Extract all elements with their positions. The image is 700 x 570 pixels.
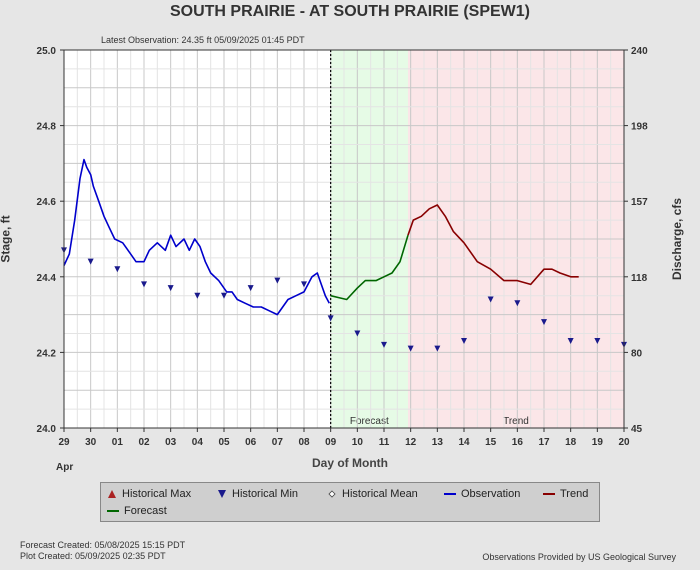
x-tick-label: 15 bbox=[485, 437, 497, 448]
x-tick-label: 10 bbox=[352, 437, 364, 448]
x-tick-label: 02 bbox=[138, 437, 150, 448]
historical-min-point bbox=[434, 345, 441, 352]
historical-min-point bbox=[327, 315, 334, 322]
y2-tick-label: 45 bbox=[631, 424, 643, 435]
historical-min-point bbox=[141, 281, 147, 288]
y2-tick-label: 80 bbox=[631, 348, 643, 359]
x-tick-label: 01 bbox=[112, 437, 124, 448]
x-tick-label: 18 bbox=[565, 437, 577, 448]
historical-min-point bbox=[567, 338, 574, 345]
region-label: Forecast bbox=[350, 416, 389, 427]
historical-min-point bbox=[354, 330, 361, 337]
x-tick-label: 19 bbox=[592, 437, 604, 448]
y-tick-label: 24.0 bbox=[37, 424, 57, 435]
triangle-down-icon bbox=[218, 490, 226, 498]
historical-min-point bbox=[247, 285, 254, 292]
y2-tick-label: 118 bbox=[631, 273, 648, 284]
x-tick-label: 17 bbox=[538, 437, 550, 448]
historical-min-point bbox=[221, 292, 227, 299]
historical-min-point bbox=[381, 341, 387, 348]
x-tick-label: 05 bbox=[218, 437, 230, 448]
historical-min-point bbox=[194, 292, 201, 299]
y-axis-label: Stage, ft bbox=[0, 215, 13, 263]
legend-historical-min: Historical Min bbox=[217, 488, 298, 500]
historical-min-point bbox=[167, 285, 174, 292]
x-tick-label: 04 bbox=[192, 437, 204, 448]
plot-frame bbox=[63, 49, 625, 429]
legend-forecast: Forecast bbox=[107, 505, 167, 517]
region-label: Trend bbox=[503, 416, 529, 427]
x-tick-label: 11 bbox=[379, 437, 390, 448]
y-tick-label: 24.8 bbox=[37, 122, 57, 133]
historical-min-point bbox=[541, 319, 547, 326]
y2-tick-label: 240 bbox=[631, 46, 648, 57]
historical-min-point bbox=[87, 258, 94, 265]
historical-min-point bbox=[461, 338, 467, 345]
y2-tick-label: 198 bbox=[631, 122, 648, 133]
historical-min-point bbox=[594, 338, 601, 345]
historical-min-point bbox=[407, 345, 414, 352]
x-tick-label: 29 bbox=[58, 437, 70, 448]
series-forecast bbox=[330, 234, 409, 301]
y2-tick-label: 157 bbox=[631, 197, 648, 208]
x-tick-label: 12 bbox=[405, 437, 417, 448]
legend-historical-max: Historical Max bbox=[107, 488, 191, 500]
y-tick-label: 24.2 bbox=[37, 348, 57, 359]
x-tick-label: 13 bbox=[432, 437, 444, 448]
forecast-created: Forecast Created: 05/08/2025 15:15 PDT bbox=[20, 540, 186, 550]
x-axis-label: Day of Month bbox=[312, 456, 388, 470]
y2-axis-label: Discharge, cfs bbox=[670, 197, 685, 281]
legend-trend: Trend bbox=[543, 488, 588, 500]
x-tick-label: 16 bbox=[512, 437, 524, 448]
forecast-line-icon bbox=[107, 510, 119, 512]
historical-min-point bbox=[114, 266, 121, 273]
y-tick-label: 24.6 bbox=[37, 197, 57, 208]
series-observation bbox=[63, 158, 331, 316]
historical-min-point bbox=[274, 277, 281, 284]
chart-title: SOUTH PRAIRIE - AT SOUTH PRAIRIE (SPEW1) bbox=[169, 3, 530, 20]
y-tick-label: 25.0 bbox=[37, 46, 57, 57]
x-tick-label: 20 bbox=[618, 437, 630, 448]
diamond-icon bbox=[328, 490, 336, 498]
legend-historical-mean: Historical Mean bbox=[327, 488, 418, 500]
plot-created: Plot Created: 05/09/2025 02:35 PDT bbox=[20, 551, 166, 561]
historical-min-point bbox=[487, 296, 494, 303]
x-tick-label: 08 bbox=[298, 437, 310, 448]
observation-line-icon bbox=[444, 493, 456, 495]
x-tick-label: 30 bbox=[85, 437, 97, 448]
series-trend bbox=[407, 204, 579, 286]
y-tick-label: 24.4 bbox=[37, 273, 57, 284]
legend: Historical Max Historical Min Historical… bbox=[100, 482, 600, 522]
triangle-up-icon bbox=[108, 490, 116, 498]
trend-line-icon bbox=[543, 493, 555, 495]
data-source: Observations Provided by US Geological S… bbox=[482, 552, 676, 562]
legend-observation: Observation bbox=[444, 488, 520, 500]
month-label: Apr bbox=[56, 462, 74, 473]
historical-min-point bbox=[514, 300, 521, 307]
x-tick-label: 09 bbox=[325, 437, 337, 448]
x-tick-label: 06 bbox=[245, 437, 257, 448]
historical-min-point bbox=[301, 281, 307, 288]
x-tick-label: 14 bbox=[458, 437, 470, 448]
x-tick-label: 03 bbox=[165, 437, 177, 448]
latest-observation: Latest Observation: 24.35 ft 05/09/2025 … bbox=[101, 35, 305, 45]
x-tick-label: 07 bbox=[272, 437, 284, 448]
